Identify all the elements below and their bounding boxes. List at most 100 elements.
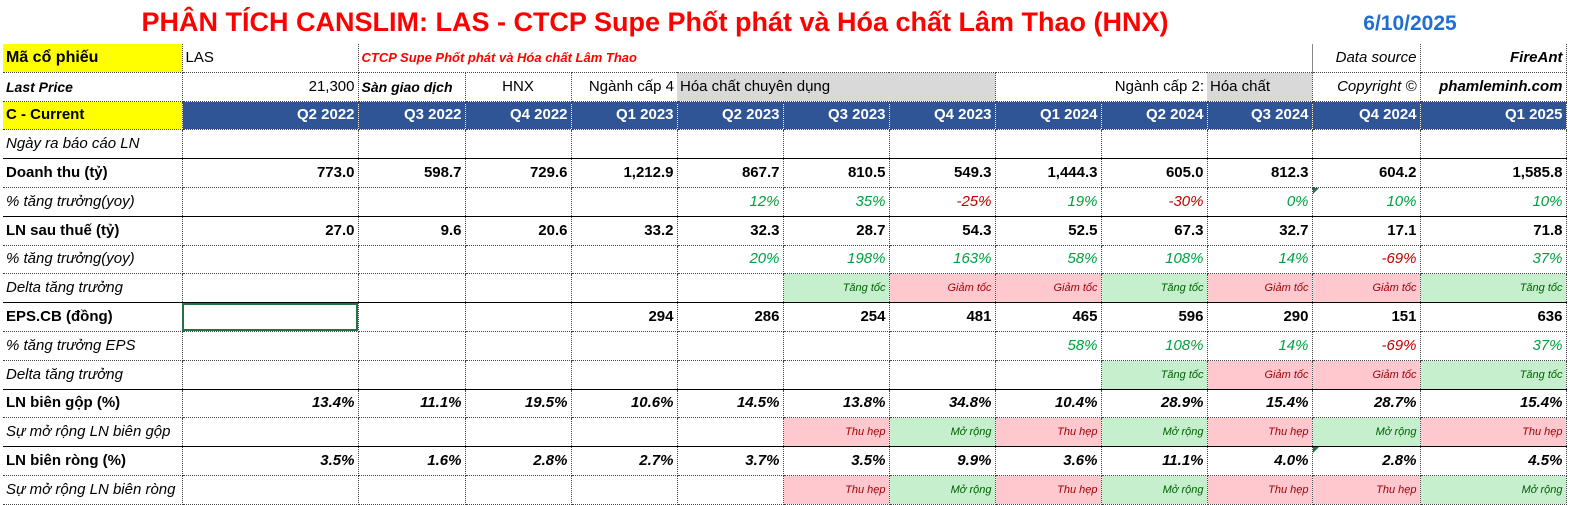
value-cell[interactable] (677, 475, 784, 505)
value-cell[interactable] (358, 129, 466, 160)
value-cell[interactable]: Giảm tốc (1207, 360, 1313, 390)
row-label[interactable]: Ngày ra báo cáo LN (3, 129, 183, 160)
value-cell[interactable] (358, 331, 466, 361)
value-cell[interactable]: 14.5% (677, 388, 784, 419)
value-cell[interactable]: Tăng tốc (1101, 273, 1208, 304)
quarter-header[interactable]: Q1 2024 (995, 101, 1102, 131)
value-cell[interactable] (1312, 129, 1421, 160)
value-cell[interactable]: 2.8% (465, 446, 572, 476)
value-cell[interactable]: Tăng tốc (783, 273, 890, 304)
row-label[interactable]: Delta tăng trưởng (3, 273, 183, 304)
value-cell[interactable]: 35% (783, 187, 890, 217)
value-cell[interactable]: -25% (889, 187, 996, 217)
row-label[interactable]: EPS.CB (đồng) (3, 302, 183, 332)
value-cell[interactable]: 20% (677, 245, 784, 275)
value-cell[interactable]: 34.8% (889, 388, 996, 419)
value-cell[interactable] (465, 417, 572, 448)
value-cell[interactable]: 10% (1420, 187, 1567, 217)
value-cell[interactable]: 0% (1207, 187, 1313, 217)
blank-cell[interactable] (995, 44, 1312, 73)
value-cell[interactable] (1420, 129, 1567, 160)
value-cell[interactable]: 17.1 (1312, 215, 1421, 246)
value-cell[interactable]: -69% (1312, 245, 1421, 275)
value-cell[interactable]: 4.5% (1420, 446, 1567, 476)
value-cell[interactable] (182, 129, 359, 160)
copyright-label[interactable]: Copyright © (1312, 72, 1421, 102)
row-label[interactable]: % tăng trưởng(yoy) (3, 187, 183, 217)
value-cell[interactable]: 9.9% (889, 446, 996, 476)
value-cell[interactable]: 15.4% (1420, 388, 1567, 419)
value-cell[interactable]: 10.4% (995, 388, 1102, 419)
value-cell[interactable]: 67.3 (1101, 215, 1208, 246)
value-cell[interactable]: 286 (677, 302, 784, 332)
value-cell[interactable]: 32.7 (1207, 215, 1313, 246)
value-cell[interactable] (571, 331, 678, 361)
data-source-value[interactable]: FireAnt (1420, 44, 1567, 73)
value-cell[interactable] (571, 129, 678, 160)
value-cell[interactable]: Thu hẹp (1420, 417, 1567, 448)
value-cell[interactable]: 19% (995, 187, 1102, 217)
data-source-label[interactable]: Data source (1311, 44, 1421, 73)
value-cell[interactable]: Mở rộng (889, 475, 996, 505)
value-cell[interactable]: 13.4% (182, 388, 359, 419)
value-cell[interactable] (889, 360, 996, 390)
value-cell[interactable]: 290 (1207, 302, 1313, 332)
value-cell[interactable]: 28.9% (1101, 388, 1208, 419)
value-cell[interactable]: 13.8% (783, 388, 890, 419)
value-cell[interactable] (465, 360, 572, 390)
value-cell[interactable] (358, 302, 466, 332)
value-cell[interactable] (358, 475, 466, 505)
value-cell[interactable]: Tăng tốc (1101, 360, 1208, 390)
value-cell[interactable]: 10% (1312, 187, 1421, 217)
value-cell[interactable]: Thu hẹp (995, 475, 1102, 505)
value-cell[interactable]: 598.7 (358, 158, 466, 188)
value-cell[interactable]: Thu hẹp (1207, 417, 1313, 448)
value-cell[interactable]: 1,212.9 (571, 158, 678, 188)
value-cell[interactable] (995, 129, 1102, 160)
value-cell[interactable]: 19.5% (465, 388, 572, 419)
last-price-label[interactable]: Last Price (3, 72, 183, 102)
exchange-label[interactable]: Sàn giao dịch (358, 72, 466, 102)
value-cell[interactable]: 10.6% (571, 388, 678, 419)
value-cell[interactable]: 52.5 (995, 215, 1102, 246)
value-cell[interactable] (182, 331, 359, 361)
row-label[interactable]: LN biên gộp (%) (3, 388, 183, 419)
value-cell[interactable]: 33.2 (571, 215, 678, 246)
value-cell[interactable]: Mở rộng (1312, 417, 1421, 448)
value-cell[interactable]: 729.6 (465, 158, 572, 188)
value-cell[interactable]: 867.7 (677, 158, 784, 188)
value-cell[interactable]: Giảm tốc (1312, 360, 1421, 390)
value-cell[interactable] (465, 475, 572, 505)
value-cell[interactable] (571, 417, 678, 448)
value-cell[interactable] (358, 187, 466, 217)
value-cell[interactable] (358, 245, 466, 275)
value-cell[interactable]: Thu hẹp (1207, 475, 1313, 505)
quarter-header[interactable]: Q4 2024 (1312, 101, 1421, 131)
quarter-header[interactable]: Q3 2022 (358, 101, 466, 131)
value-cell[interactable] (677, 360, 784, 390)
value-cell[interactable]: 28.7% (1312, 388, 1421, 419)
value-cell[interactable]: 4.0% (1207, 446, 1313, 476)
value-cell[interactable] (182, 245, 359, 275)
value-cell[interactable] (182, 187, 359, 217)
value-cell[interactable]: Mở rộng (1101, 417, 1208, 448)
value-cell[interactable]: 1,585.8 (1420, 158, 1567, 188)
value-cell[interactable]: 28.7 (783, 215, 890, 246)
row-label[interactable]: Sự mở rộng LN biên gộp (3, 417, 183, 448)
value-cell[interactable] (783, 331, 890, 361)
value-cell[interactable]: 58% (995, 245, 1102, 275)
value-cell[interactable]: Thu hẹp (995, 417, 1102, 448)
value-cell[interactable]: 254 (783, 302, 890, 332)
value-cell[interactable] (571, 245, 678, 275)
value-cell[interactable] (465, 273, 572, 304)
value-cell[interactable]: 1,444.3 (995, 158, 1102, 188)
value-cell[interactable]: 32.3 (677, 215, 784, 246)
value-cell[interactable]: Tăng tốc (1420, 360, 1567, 390)
value-cell[interactable] (465, 245, 572, 275)
value-cell[interactable] (358, 273, 466, 304)
value-cell[interactable] (1207, 129, 1313, 160)
value-cell[interactable]: 2.7% (571, 446, 678, 476)
value-cell[interactable]: 3.5% (783, 446, 890, 476)
code-value[interactable]: LAS (182, 44, 359, 73)
value-cell[interactable]: Giảm tốc (1207, 273, 1313, 304)
